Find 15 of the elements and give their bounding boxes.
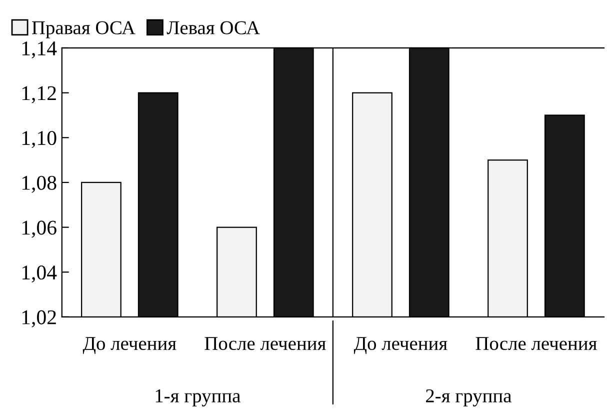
text: 1-я группа: [156, 389, 240, 406]
y-tick-label: 1,14: [22, 41, 57, 58]
x-tick-label: До лечения: [354, 337, 448, 354]
x-tick-label: После лечения: [204, 337, 326, 350]
x-tick-label: После лечения: [476, 337, 597, 350]
y-tick-label: 1,08: [22, 176, 56, 193]
y-tick-label: 1,04: [22, 265, 57, 283]
legend-label: Левая ОСА: [166, 21, 260, 34]
y-tick-label: 1,12: [22, 86, 56, 104]
legend-label: Правая ОСА: [32, 21, 136, 38]
x-tick-label: До лечения: [82, 337, 176, 354]
text: 2-я группа: [426, 389, 512, 406]
y-tick-label: 1,10: [22, 130, 56, 148]
y-tick-label: 1,06: [22, 220, 56, 238]
y-tick-label: 1,02: [22, 310, 56, 328]
